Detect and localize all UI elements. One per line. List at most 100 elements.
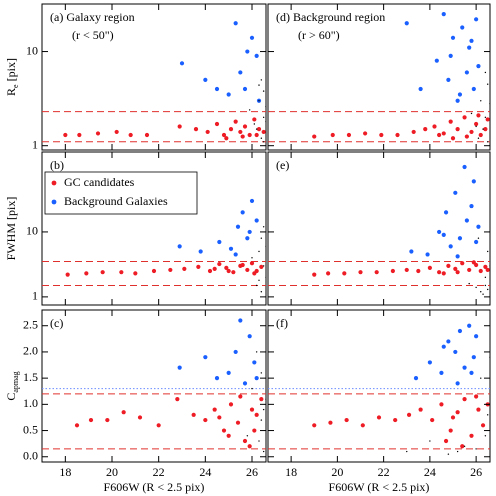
- point: [418, 407, 423, 412]
- point: [474, 121, 479, 127]
- point: [342, 271, 347, 276]
- point: [441, 271, 446, 276]
- point: [376, 415, 382, 420]
- y-axis-label: Capmag: [4, 371, 20, 400]
- point: [478, 132, 483, 138]
- point: [144, 132, 150, 138]
- point: [249, 198, 255, 204]
- point: [441, 232, 446, 237]
- y-label-sub: apmag: [11, 371, 20, 392]
- point: [240, 134, 245, 139]
- point: [128, 132, 133, 138]
- point: [175, 397, 180, 402]
- source-dot: [258, 250, 260, 253]
- point: [393, 417, 398, 423]
- point: [235, 420, 241, 425]
- y-label-unit: [pix]: [4, 58, 18, 81]
- source-dot: [262, 450, 265, 453]
- point: [358, 270, 363, 275]
- source-dot: [484, 276, 487, 279]
- source-dot: [486, 414, 489, 416]
- panel-frame: [41, 151, 267, 306]
- point: [409, 249, 414, 254]
- plot-area: [268, 164, 490, 295]
- point: [240, 262, 245, 268]
- point: [191, 412, 196, 417]
- point: [252, 271, 257, 276]
- source-dot: [262, 141, 265, 143]
- point: [443, 210, 449, 215]
- point: [430, 417, 435, 423]
- point: [462, 164, 467, 170]
- point: [455, 254, 460, 259]
- point: [226, 92, 231, 97]
- point: [254, 132, 259, 138]
- point: [105, 417, 110, 423]
- point: [256, 127, 262, 132]
- point: [360, 423, 365, 428]
- point: [457, 328, 463, 334]
- source-dot: [260, 291, 263, 293]
- point: [455, 98, 460, 103]
- point: [177, 365, 182, 370]
- point: [226, 433, 231, 438]
- point: [214, 86, 220, 92]
- point: [462, 397, 467, 402]
- point: [469, 129, 474, 135]
- point: [474, 239, 479, 245]
- point: [233, 349, 238, 355]
- point: [448, 119, 453, 124]
- source-dot: [475, 125, 477, 128]
- point: [240, 210, 245, 215]
- point: [247, 229, 252, 235]
- source-dot: [260, 372, 263, 374]
- point: [228, 246, 234, 251]
- point: [469, 203, 474, 209]
- y-tick-label: 1.0: [23, 396, 38, 410]
- point: [228, 127, 234, 132]
- point: [221, 428, 227, 433]
- point: [406, 412, 412, 417]
- point: [469, 38, 474, 43]
- point: [326, 271, 331, 276]
- point: [478, 268, 483, 274]
- point: [151, 268, 157, 274]
- point: [224, 265, 229, 270]
- point: [249, 261, 255, 266]
- point: [457, 92, 463, 97]
- point: [474, 394, 479, 399]
- point: [404, 267, 409, 273]
- legend-label: Background Galaxies: [64, 194, 168, 208]
- x-tick-label: 20: [331, 465, 343, 479]
- source-dot: [484, 435, 487, 437]
- source-dot: [251, 387, 253, 390]
- point: [238, 129, 243, 135]
- point: [330, 132, 335, 138]
- y-axis-label: FWHM [pix]: [4, 197, 18, 261]
- point: [441, 11, 446, 17]
- point: [448, 53, 453, 58]
- point: [121, 410, 126, 415]
- point: [416, 268, 421, 274]
- point: [328, 420, 333, 425]
- point: [212, 266, 217, 271]
- source-dot: [265, 398, 266, 400]
- point: [439, 402, 444, 407]
- point: [446, 339, 451, 344]
- point: [453, 349, 458, 355]
- source-dot: [262, 226, 265, 228]
- panel-frame: [41, 3, 267, 151]
- point: [252, 428, 257, 433]
- legend-label: GC candidates: [64, 175, 135, 189]
- source-dot: [489, 265, 490, 267]
- point: [245, 236, 250, 241]
- x-tick-label: 26: [470, 465, 482, 479]
- point: [242, 124, 248, 129]
- point: [245, 267, 250, 273]
- point: [74, 423, 80, 428]
- source-dot: [486, 250, 489, 253]
- point: [464, 70, 469, 75]
- point: [425, 252, 430, 257]
- point: [233, 21, 238, 26]
